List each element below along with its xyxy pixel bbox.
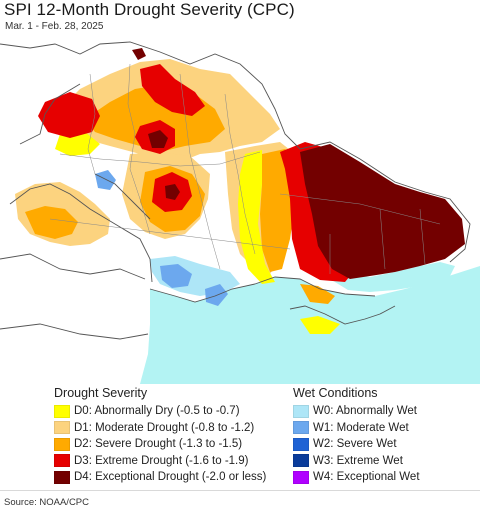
d2-zone-se xyxy=(300,284,335,304)
legend-label-d3: D3: Extreme Drought (-1.6 to -1.9) xyxy=(74,454,249,467)
legend: Drought Severity D0: Abnormally Dry (-0.… xyxy=(0,386,480,492)
legend-label-w3: W3: Extreme Wet xyxy=(313,454,403,467)
legend-label-d2: D2: Severe Drought (-1.3 to -1.5) xyxy=(74,438,243,451)
wet-legend-heading: Wet Conditions xyxy=(293,386,378,400)
swatch-d1 xyxy=(54,421,70,435)
map-svg xyxy=(0,34,480,384)
d0-zone-crimea xyxy=(300,316,340,334)
swatch-d4 xyxy=(54,470,70,484)
swatch-w4 xyxy=(293,470,309,484)
source-credit: Source: NOAA/CPC xyxy=(4,497,89,508)
legend-item-w2: W2: Severe Wet xyxy=(293,436,478,453)
w1-zone-south xyxy=(160,264,192,288)
legend-label-d1: D1: Moderate Drought (-0.8 to -1.2) xyxy=(74,421,255,434)
swatch-d3 xyxy=(54,454,70,468)
wet-legend: Wet Conditions W0: Abnormally Wet W1: Mo… xyxy=(293,386,478,486)
w1-zone-west xyxy=(95,170,116,190)
swatch-w3 xyxy=(293,454,309,468)
swatch-d2 xyxy=(54,437,70,451)
date-range: Mar. 1 - Feb. 28, 2025 xyxy=(5,21,104,32)
d0-zone-north xyxy=(55,132,100,156)
legend-item-d1: D1: Moderate Drought (-0.8 to -1.2) xyxy=(54,420,290,437)
sea-of-azov xyxy=(330,262,455,292)
drought-map xyxy=(0,34,480,384)
page-title: SPI 12-Month Drought Severity (CPC) xyxy=(4,0,295,19)
d3-zone-northwest xyxy=(38,92,100,138)
d2-zone-southwest xyxy=(25,206,78,239)
legend-label-w2: W2: Severe Wet xyxy=(313,438,397,451)
swatch-w2 xyxy=(293,437,309,451)
legend-item-d0: D0: Abnormally Dry (-0.5 to -0.7) xyxy=(54,403,290,420)
legend-item-d4: D4: Exceptional Drought (-2.0 or less) xyxy=(54,469,290,486)
drought-legend: Drought Severity D0: Abnormally Dry (-0.… xyxy=(54,386,290,486)
swatch-w1 xyxy=(293,421,309,435)
legend-label-w1: W1: Moderate Wet xyxy=(313,421,409,434)
legend-label-w4: W4: Exceptional Wet xyxy=(313,471,420,484)
legend-label-w0: W0: Abnormally Wet xyxy=(313,405,417,418)
d3-zone-north xyxy=(140,64,205,116)
oblast-borders xyxy=(49,63,441,274)
legend-item-d3: D3: Extreme Drought (-1.6 to -1.9) xyxy=(54,453,290,470)
country-borders xyxy=(0,41,471,340)
swatch-w0 xyxy=(293,404,309,418)
legend-label-d0: D0: Abnormally Dry (-0.5 to -0.7) xyxy=(74,405,240,418)
swatch-d0 xyxy=(54,404,70,418)
legend-item-w0: W0: Abnormally Wet xyxy=(293,403,478,420)
legend-item-w1: W1: Moderate Wet xyxy=(293,420,478,437)
d0-zone-east-edge xyxy=(238,150,275,284)
d4-zone-center xyxy=(165,184,180,200)
legend-label-d4: D4: Exceptional Drought (-2.0 or less) xyxy=(74,471,267,484)
legend-item-w3: W3: Extreme Wet xyxy=(293,453,478,470)
drought-legend-heading: Drought Severity xyxy=(54,386,148,400)
legend-item-w4: W4: Exceptional Wet xyxy=(293,469,478,486)
d4-zone-north-dot xyxy=(132,48,146,60)
legend-item-d2: D2: Severe Drought (-1.3 to -1.5) xyxy=(54,436,290,453)
d4-zone-east xyxy=(300,144,465,279)
d4-zone-kyiv xyxy=(148,130,168,148)
footer-divider xyxy=(0,490,480,491)
